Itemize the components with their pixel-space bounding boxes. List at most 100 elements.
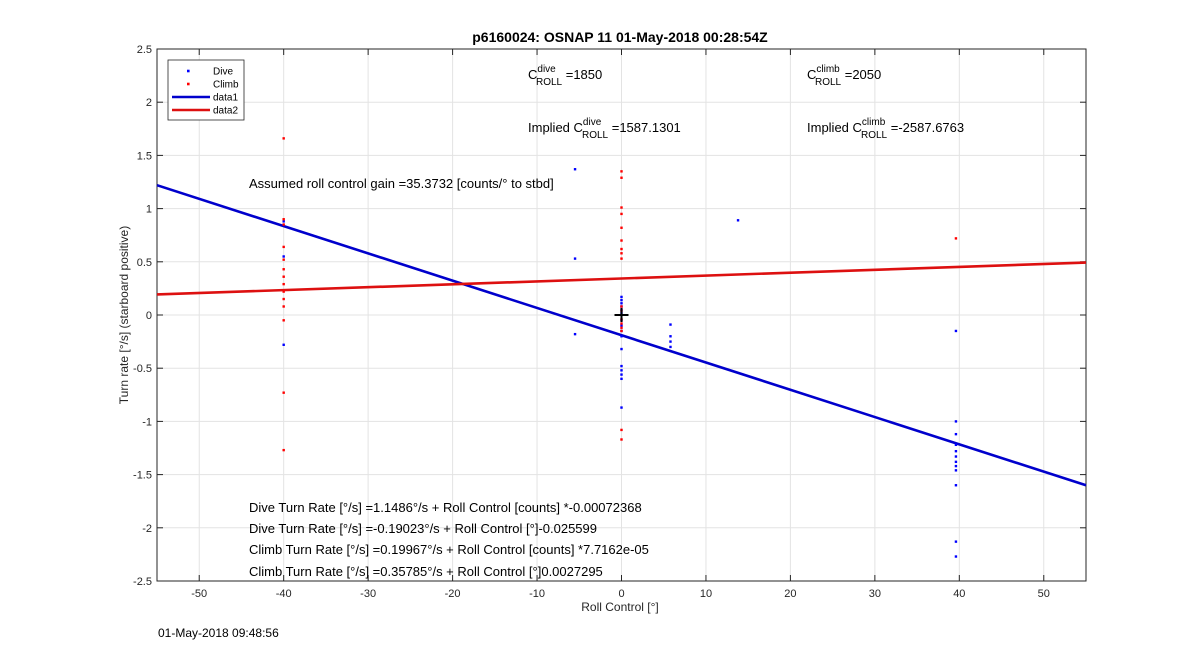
footer-timestamp: 01-May-2018 09:48:56 bbox=[158, 626, 279, 640]
legend-label-data2: data2 bbox=[213, 106, 238, 117]
point-dive bbox=[620, 364, 623, 368]
annotation-implied-dive-sup: dive bbox=[583, 117, 602, 128]
point-climb bbox=[620, 329, 623, 333]
chart-title: p6160024: OSNAP 11 01-May-2018 00:28:54Z bbox=[472, 29, 768, 45]
x-tick-label: -10 bbox=[529, 588, 545, 600]
point-climb bbox=[282, 268, 285, 271]
point-climb bbox=[282, 223, 285, 226]
point-climb bbox=[282, 245, 285, 249]
series-layer bbox=[156, 137, 1087, 558]
point-dive bbox=[669, 323, 672, 326]
point-climb bbox=[282, 258, 285, 261]
point-dive bbox=[954, 540, 958, 543]
point-dive bbox=[573, 332, 577, 336]
legend-marker-Dive bbox=[187, 69, 190, 73]
point-dive bbox=[669, 345, 672, 349]
series-line-data2 bbox=[156, 261, 1087, 296]
annotation-implied-dive: Implied Cdive ROLL =1587.1301 bbox=[528, 117, 681, 141]
point-dive bbox=[954, 484, 958, 487]
point-climb bbox=[620, 305, 623, 308]
point-dive bbox=[620, 302, 623, 305]
annotation-c-dive-value: =1850 bbox=[562, 67, 602, 82]
point-climb bbox=[620, 212, 623, 216]
annotation-implied-climb-sup: climb bbox=[862, 117, 886, 128]
y-tick-label: 2 bbox=[146, 97, 152, 109]
point-dive bbox=[620, 295, 623, 299]
point-dive bbox=[954, 555, 958, 558]
point-dive bbox=[282, 220, 285, 223]
x-tick-label: 10 bbox=[700, 588, 712, 600]
point-dive bbox=[669, 340, 672, 343]
legend-marker-Climb bbox=[187, 82, 190, 86]
point-climb bbox=[620, 428, 623, 432]
point-climb bbox=[620, 326, 623, 329]
annotation-gain: Assumed roll control gain =35.3732 [coun… bbox=[249, 176, 554, 191]
y-tick-label: 1.5 bbox=[137, 150, 152, 162]
y-axis: -2.5 -2 -1.5 -1 -0.5 0 0.5 1 1.5 2 2.5 bbox=[133, 44, 1086, 588]
annotation-c-dive-sup: dive bbox=[537, 64, 556, 75]
point-dive bbox=[954, 464, 958, 468]
point-dive bbox=[620, 335, 623, 338]
point-dive bbox=[954, 449, 958, 453]
point-dive bbox=[954, 455, 958, 458]
annotation-equation-3: Climb Turn Rate [°/s] =0.19967°/s + Roll… bbox=[249, 542, 649, 557]
point-dive bbox=[620, 298, 623, 302]
annotation-equation-1: Dive Turn Rate [°/s] =1.1486°/s + Roll C… bbox=[249, 500, 642, 515]
point-climb bbox=[954, 237, 958, 240]
x-tick-label: 0 bbox=[618, 588, 624, 600]
x-tick-label: -40 bbox=[276, 588, 292, 600]
point-dive bbox=[620, 369, 623, 372]
annotation-implied-dive-value: =1587.1301 bbox=[608, 120, 681, 135]
annotation-implied-dive-sub: ROLL bbox=[582, 130, 609, 141]
point-dive bbox=[282, 343, 285, 346]
annotation-c-dive-sub: ROLL bbox=[536, 77, 563, 88]
y-tick-label: 0.5 bbox=[137, 257, 152, 269]
point-climb bbox=[620, 176, 623, 179]
annotation-c-climb-sup: climb bbox=[816, 64, 840, 75]
point-climb bbox=[282, 297, 285, 301]
y-tick-label: -1.5 bbox=[133, 470, 152, 482]
x-tick-label: 20 bbox=[784, 588, 796, 600]
annotation-c-climb: Cclimb ROLL =2050 bbox=[807, 64, 881, 88]
x-tick-label: 30 bbox=[869, 588, 881, 600]
x-axis: -50 -40 -30 -20 -10 0 10 20 30 40 50 bbox=[191, 49, 1050, 600]
point-dive bbox=[620, 377, 623, 381]
point-dive bbox=[620, 406, 623, 409]
point-climb bbox=[282, 448, 285, 452]
point-climb bbox=[620, 247, 623, 251]
legend-items: Dive Climb data1 data2 bbox=[172, 67, 239, 117]
point-dive bbox=[573, 257, 577, 260]
point-dive bbox=[620, 347, 623, 351]
point-climb bbox=[620, 239, 623, 242]
point-climb bbox=[620, 206, 623, 209]
point-dive bbox=[954, 460, 958, 464]
point-climb bbox=[282, 137, 285, 140]
point-climb bbox=[282, 319, 285, 322]
point-climb bbox=[282, 282, 285, 286]
x-tick-label: -50 bbox=[191, 588, 207, 600]
annotation-equation-2: Dive Turn Rate [°/s] =-0.19023°/s + Roll… bbox=[249, 521, 597, 536]
annotation-c-climb-prefix: C bbox=[807, 67, 816, 82]
point-dive bbox=[954, 329, 958, 333]
y-tick-label: 1 bbox=[146, 204, 152, 216]
point-dive bbox=[620, 373, 623, 376]
annotation-equation-4: Climb Turn Rate [°/s] =0.35785°/s + Roll… bbox=[249, 564, 603, 579]
annotation-implied-climb-value: =-2587.6763 bbox=[887, 120, 964, 135]
x-tick-label: -20 bbox=[445, 588, 461, 600]
legend: Dive Climb data1 data2 bbox=[167, 59, 245, 121]
x-axis-label: Roll Control [°] bbox=[581, 600, 659, 614]
point-climb bbox=[620, 170, 623, 173]
annotation-implied-climb-sub: ROLL bbox=[861, 130, 888, 141]
point-dive bbox=[669, 335, 672, 338]
point-dive bbox=[954, 432, 958, 436]
y-tick-label: -2 bbox=[142, 523, 152, 535]
y-tick-label: -1 bbox=[142, 416, 152, 428]
annotation-implied-dive-prefix: Implied C bbox=[528, 120, 583, 135]
annotation-c-dive-prefix: C bbox=[528, 67, 537, 82]
y-tick-label: 2.5 bbox=[137, 44, 152, 56]
point-climb bbox=[282, 305, 285, 308]
annotation-implied-climb: Implied Cclimb ROLL =-2587.6763 bbox=[807, 117, 964, 141]
point-dive bbox=[954, 443, 958, 447]
point-dive bbox=[282, 255, 285, 258]
